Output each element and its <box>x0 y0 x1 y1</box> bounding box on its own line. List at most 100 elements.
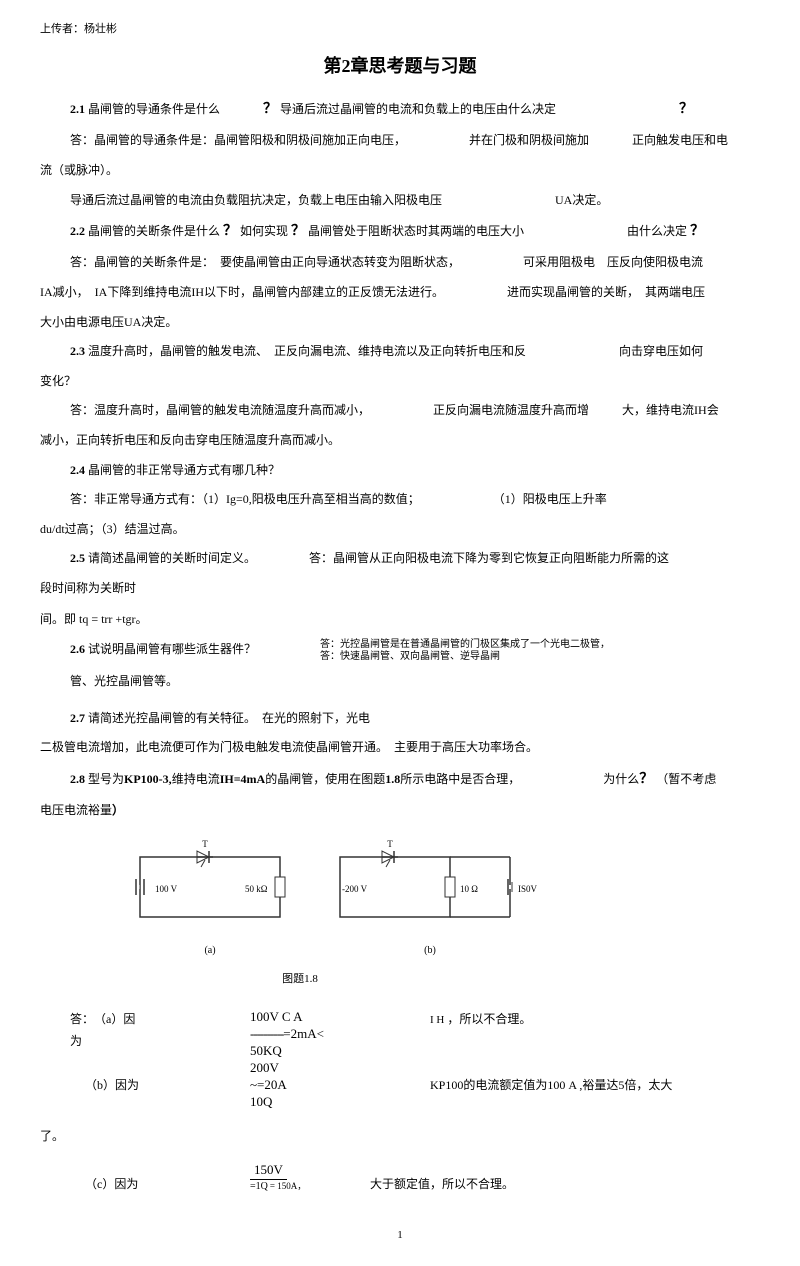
question-mark: ？ <box>639 772 653 787</box>
uploader-text: 上传者：杨壮彬 <box>40 20 760 40</box>
answer-text: 大，维持电流IH会 <box>622 403 719 417</box>
answer-2-1-cont: 流（或脉冲）。 <box>40 160 760 182</box>
question-2-6: 2.6 试说明晶闸管有哪些派生器件？ 答：光控晶闸管是在普通晶闸管的门极区集成了… <box>40 639 760 663</box>
answer-text: 可采用阻极电 压反向使阳极电流 <box>523 255 703 269</box>
answer-label-text: 答： （a）因 <box>70 1009 250 1031</box>
q-text: 晶闸管处于阻断状态时其两端的电压大小 <box>308 224 524 238</box>
q-text: 维持电流 <box>172 772 220 786</box>
answer-text: 并在门极和阴极间施加 <box>469 133 589 147</box>
formula-mid: ~=20A <box>250 1077 430 1094</box>
answer-text: 导通后流过晶闸管的电流由负载阻抗决定，负载上电压由输入阳极电压 <box>70 193 442 207</box>
answer-text: IA减小， IA下降到维持电流IH以下时，晶闸管内部建立的正反馈无法进行。 <box>40 285 444 299</box>
source-label: IS0V <box>518 884 538 894</box>
thyristor-label: T <box>202 839 208 849</box>
question-2-4: 2.4 晶闸管的非正常导通方式有哪几种？ <box>40 460 760 482</box>
answer-2-2-cont2: 大小由电源电压UA决定。 <box>40 312 760 334</box>
answer-2-3: 答：温度升高时，晶闸管的触发电流随温度升高而减小， 正反向漏电流随温度升高而增 … <box>40 400 760 422</box>
q-text: 电压电流裕量 <box>40 803 112 817</box>
formula-eq: =2mA< <box>283 1026 324 1043</box>
answer-b-conclusion: KP100的电流额定值为100 A ,裕量达5倍，太大 <box>430 1075 760 1097</box>
formula-line: ---------- <box>250 1026 283 1043</box>
answer-c-label: （c）因为 <box>70 1162 250 1196</box>
answer-b-row: （b）因为 200V ~=20A 10Q KP100的电流额定值为100 A ,… <box>70 1075 760 1111</box>
answer-text: 进而实现晶闸管的关断， 其两端电压 <box>507 285 705 299</box>
q-text: 晶闸管的导通条件是什么 <box>88 102 220 116</box>
q-num: 2.7 <box>70 711 85 725</box>
q-text: 如何实现 <box>240 224 288 238</box>
figure-caption: 图题1.8 <box>0 970 760 990</box>
resistor-label: 50 kΩ <box>245 884 268 894</box>
q-text: 的晶闸管，使用在图题 <box>265 772 385 786</box>
q-text: 请简述晶闸管的关断时间定义。 <box>88 551 256 565</box>
q-num: 2.8 <box>70 772 85 786</box>
answer-text: 正反向漏电流随温度升高而增 <box>433 403 589 417</box>
answer-2-1-cont2: 导通后流过晶闸管的电流由负载阻抗决定，负载上电压由输入阳极电压 UA决定。 <box>40 190 760 212</box>
question-2-8: 2.8 型号为KP100-3,维持电流IH=4mA的晶闸管，使用在图题1.8所示… <box>40 767 760 792</box>
answer-b-end: 了。 <box>40 1126 760 1148</box>
answer-text: 正向触发电压和电 <box>632 133 728 147</box>
answer-2-4-cont: du/dt过高；（3）结温过高。 <box>40 519 760 541</box>
q-text: 为什么 <box>603 772 639 786</box>
conclusion-text: ，所以不合理。 <box>447 1012 531 1026</box>
q-text: 型号为 <box>88 772 124 786</box>
answer-2-5-cont2: 间。即 tq = trr +tgr。 <box>40 609 760 631</box>
question-mark: ？ <box>291 224 305 239</box>
circuit-a: T 100 V 50 kΩ (a) <box>120 837 300 960</box>
answer-a-row: 答： （a）因 为 100V C A ---------- =2mA< 50KQ… <box>70 1009 760 1060</box>
q-num: 2.6 <box>70 642 85 656</box>
answer-c-row: （c）因为 150V =1Q = 150A， 大于额定值，所以不合理。 <box>70 1162 760 1196</box>
answer-2-1: 答：晶闸管的导通条件是：晶闸管阳极和阴极间施加正向电压， 并在门极和阴极间施加 … <box>40 130 760 152</box>
formula-numerator: 150V <box>250 1162 287 1180</box>
formula-eq: = 150A， <box>270 1181 306 1193</box>
answer-label-text: （c）因为 <box>85 1177 138 1191</box>
circuit-label-b: (b) <box>424 942 436 960</box>
q-text: 导通后流过晶闸管的电流和负载上的电压由什么决定 <box>280 102 556 116</box>
question-2-2: 2.2 晶闸管的关断条件是什么 ？ 如何实现 ？ 晶闸管处于阻断状态时其两端的电… <box>40 219 760 244</box>
answer-line: 答：快速晶闸管、双向晶闸管、逆导晶闸 <box>320 651 610 663</box>
answer-text: 答：非正常导通方式有：（1）Ig=0,阳极电压升高至相当高的数值； <box>70 492 420 506</box>
answer-2-2-cont: IA减小， IA下降到维持电流IH以下时，晶闸管内部建立的正反馈无法进行。 进而… <box>40 282 760 304</box>
formula-denominator: 50KQ <box>250 1043 430 1060</box>
thyristor-label: T <box>387 839 393 849</box>
answer-2-7: 二极管电流增加，此电流便可作为门极电触发电流使晶闸管开通。 主要用于高压大功率场… <box>40 737 760 759</box>
q-bold: KP100-3, <box>124 772 172 786</box>
circuit-a-svg: T 100 V 50 kΩ <box>120 837 300 937</box>
q-text: 温度升高时，晶闸管的触发电流、 正反向漏电流、维持电流以及正向转折电压和反 <box>88 344 526 358</box>
answer-b-formula: 200V ~=20A 10Q <box>250 1060 430 1111</box>
q-bold: ） <box>112 803 124 817</box>
q-text: 请简述光控晶闸管的有关特征。 在光的照射下，光电 <box>88 711 370 725</box>
answer-label-text: 为 <box>70 1031 250 1053</box>
answer-a-formula: 100V C A ---------- =2mA< 50KQ <box>250 1009 430 1060</box>
chapter-title: 第2章思考题与习题 <box>40 50 760 82</box>
question-mark: ？ <box>263 102 277 117</box>
answer-2-5-cont: 段时间称为关断时 <box>40 578 760 600</box>
voltage-label: 100 V <box>155 884 178 894</box>
question-2-3: 2.3 温度升高时，晶闸管的触发电流、 正反向漏电流、维持电流以及正向转折电压和… <box>40 341 760 363</box>
question-2-7: 2.7 请简述光控晶闸管的有关特征。 在光的照射下，光电 <box>40 708 760 730</box>
question-2-8-cont: 电压电流裕量） <box>40 800 760 822</box>
voltage-label: -200 V <box>342 884 368 894</box>
answer-text: 答：晶闸管的导通条件是：晶闸管阳极和阴极间施加正向电压， <box>70 133 406 147</box>
q-text: 晶闸管的关断条件是什么 <box>88 224 220 238</box>
q-text: 晶闸管的非正常导通方式有哪几种？ <box>88 463 280 477</box>
circuit-b: T -200 V 10 Ω IS0V (b) <box>320 837 540 960</box>
page-number: 1 <box>40 1226 760 1246</box>
answer-label-text: （b）因为 <box>85 1078 139 1092</box>
formula-denominator: 10Q <box>250 1094 430 1111</box>
circuit-b-svg: T -200 V 10 Ω IS0V <box>320 837 540 937</box>
formula-numerator: 100V C A <box>250 1009 430 1026</box>
formula-numerator: 200V <box>250 1060 430 1077</box>
q-text: （暂不考虑 <box>656 772 716 786</box>
answer-2-4: 答：非正常导通方式有：（1）Ig=0,阳极电压升高至相当高的数值； （1）阳极电… <box>40 489 760 511</box>
answer-2-6-cont: 管、光控晶闸管等。 <box>40 671 760 693</box>
answer-text: 管、光控晶闸管等。 <box>70 674 178 688</box>
answer-b-label: （b）因为 <box>70 1075 250 1097</box>
q-text: 所示电路中是否合理， <box>400 772 520 786</box>
q-num: 2.4 <box>70 463 85 477</box>
q-num: 2.5 <box>70 551 85 565</box>
overlapping-answer: 答：光控晶闸管是在普通晶闸管的门极区集成了一个光电二极管， 答：快速晶闸管、双向… <box>320 639 610 663</box>
q-text: 向击穿电压如何 <box>619 344 703 358</box>
answer-text: UA决定。 <box>555 193 608 207</box>
question-2-3-cont: 变化？ <box>40 371 760 393</box>
question-mark: ？ <box>690 224 704 239</box>
